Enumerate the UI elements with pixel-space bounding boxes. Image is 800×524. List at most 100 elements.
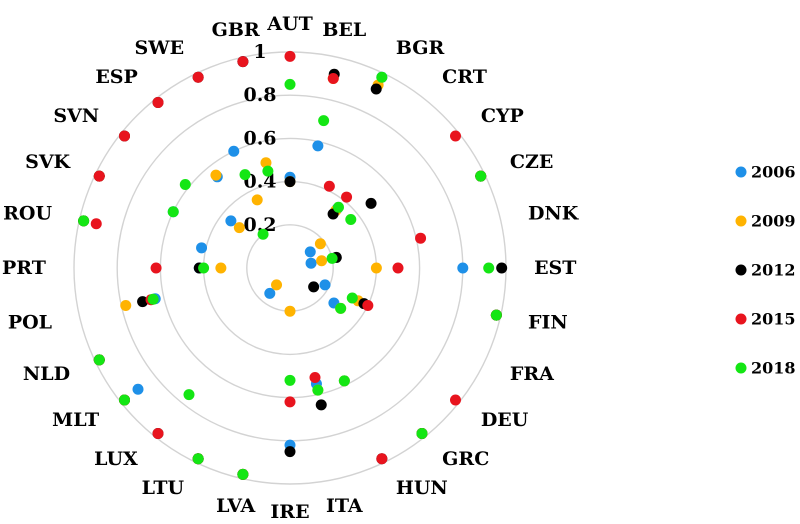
data-point-2018 — [179, 179, 191, 191]
category-label: SWE — [135, 37, 185, 59]
category-label: IRE — [270, 501, 309, 523]
data-point-2012 — [365, 197, 377, 209]
legend-marker-2012 — [735, 264, 747, 276]
category-labels: AUT BEL BGR CRT CYP CZE DNK EST FIN FRA DEU GRC HUN I… — [2, 13, 580, 523]
data-point-2018 — [237, 468, 249, 480]
data-point-2015 — [284, 50, 296, 62]
data-point-2009 — [284, 305, 296, 317]
data-point-2012 — [496, 262, 508, 274]
data-point-2018 — [147, 293, 159, 305]
data-point-2015 — [362, 299, 374, 311]
data-point-2018 — [332, 201, 344, 213]
data-point-2009 — [120, 299, 132, 311]
data-point-2018 — [183, 389, 195, 401]
data-point-2006 — [305, 257, 317, 269]
data-point-2018 — [475, 170, 487, 182]
category-label: CYP — [481, 105, 524, 127]
category-label: LTU — [142, 477, 185, 499]
legend-marker-2006 — [735, 166, 747, 178]
legend: 2006 2009 2012 2015 2018 — [735, 163, 796, 378]
category-label: GBR — [212, 19, 260, 41]
data-point-2015 — [327, 72, 339, 84]
data-point-2018 — [338, 375, 350, 387]
legend-label: 2018 — [751, 359, 796, 378]
data-point-2015 — [415, 232, 427, 244]
category-label: SVK — [25, 151, 71, 173]
category-label: BGR — [396, 37, 445, 59]
data-point-2006 — [304, 246, 316, 258]
data-point-2009 — [370, 262, 382, 274]
category-label: BEL — [322, 19, 366, 41]
data-point-2018 — [490, 309, 502, 321]
data-point-2012 — [137, 296, 149, 308]
data-point-2018 — [318, 115, 330, 127]
legend-label: 2009 — [751, 212, 796, 231]
tick-label: 1 — [253, 41, 266, 63]
data-point-2018 — [326, 252, 338, 264]
data-point-2009 — [260, 157, 272, 169]
category-label: AUT — [266, 13, 312, 35]
tick-label: 0.8 — [243, 84, 276, 106]
grid-ring-5 — [73, 51, 507, 485]
data-point-2006 — [132, 383, 144, 395]
data-point-2018 — [346, 292, 358, 304]
legend-marker-2009 — [735, 215, 747, 227]
data-point-2009 — [233, 222, 245, 234]
data-point-2009 — [251, 194, 263, 206]
radial-tick-labels: 0.20.40.60.81 — [243, 41, 276, 236]
data-point-2006 — [264, 287, 276, 299]
data-point-2018 — [78, 215, 90, 227]
data-point-2015 — [152, 427, 164, 439]
category-label: CRT — [442, 66, 487, 88]
data-point-2018 — [257, 228, 269, 240]
grid-ring-4 — [116, 94, 464, 442]
data-point-2009 — [271, 279, 283, 291]
data-point-2018 — [284, 78, 296, 90]
category-label: HUN — [396, 477, 448, 499]
category-label: FRA — [510, 363, 554, 385]
data-point-2018 — [416, 427, 428, 439]
data-point-2018 — [192, 453, 204, 465]
data-point-2015 — [192, 71, 204, 83]
category-label: PRT — [2, 257, 46, 279]
data-point-2018 — [284, 374, 296, 386]
data-point-2009 — [314, 238, 326, 250]
tick-label: 0.6 — [243, 127, 276, 149]
category-label: DNK — [528, 203, 580, 225]
data-point-2006 — [196, 242, 208, 254]
data-point-2015 — [284, 396, 296, 408]
data-point-2018 — [483, 262, 495, 274]
data-point-2018 — [376, 71, 388, 83]
legend-label: 2015 — [751, 310, 796, 329]
data-point-2018 — [93, 354, 105, 366]
data-point-2012 — [308, 281, 320, 293]
data-point-2018 — [119, 394, 131, 406]
category-label: FIN — [528, 311, 568, 333]
category-label: ESP — [95, 66, 138, 88]
data-point-2015 — [150, 262, 162, 274]
data-point-2015 — [90, 218, 102, 230]
data-point-2012 — [284, 176, 296, 188]
data-point-2006 — [228, 145, 240, 157]
tick-label: 0.2 — [243, 214, 276, 236]
category-label: ITA — [326, 495, 363, 517]
radial-grid — [73, 51, 507, 485]
data-point-2006 — [225, 215, 237, 227]
data-point-2015 — [392, 262, 404, 274]
category-label: POL — [8, 311, 52, 333]
data-point-2012 — [284, 446, 296, 458]
data-point-2006 — [457, 262, 469, 274]
data-point-2018 — [335, 302, 347, 314]
data-point-2015 — [341, 191, 353, 203]
data-point-2015 — [376, 453, 388, 465]
legend-label: 2012 — [751, 261, 796, 280]
data-point-2015 — [449, 130, 461, 142]
data-point-2015 — [449, 394, 461, 406]
data-point-2009 — [210, 169, 222, 181]
grid-ring-2 — [202, 180, 378, 356]
data-points — [78, 50, 508, 480]
data-point-2015 — [93, 170, 105, 182]
data-point-2018 — [167, 206, 179, 218]
legend-marker-2015 — [735, 313, 747, 325]
